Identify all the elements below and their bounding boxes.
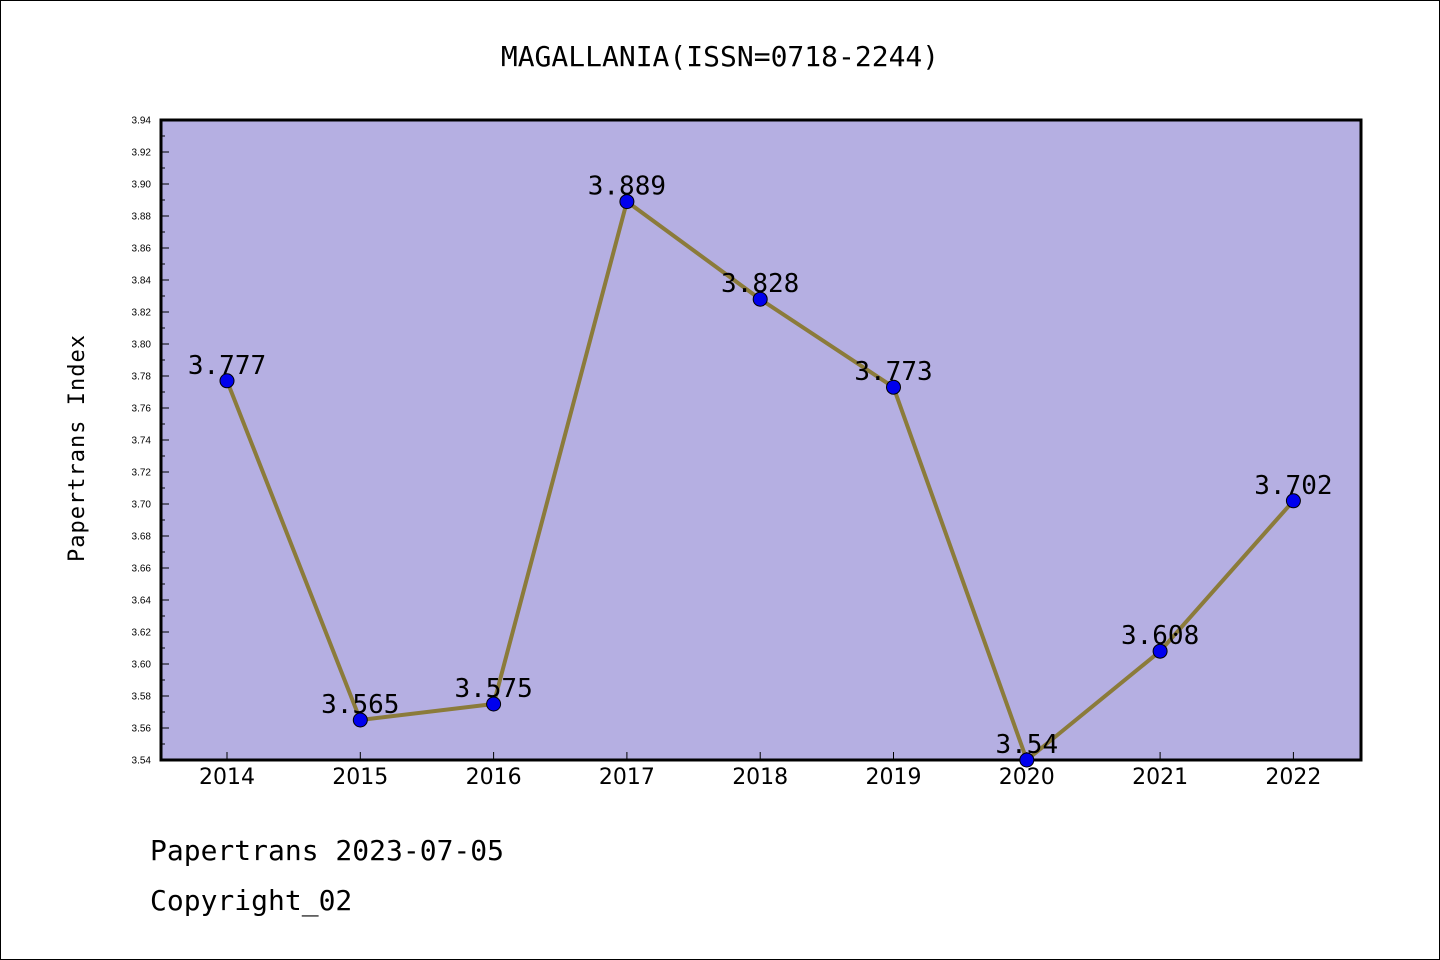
x-tick-label: 2022 [1265,765,1321,790]
y-tick-label: 3.60 [132,660,152,671]
y-tick-label: 3.62 [132,628,152,639]
y-tick-label: 3.72 [132,468,152,479]
series-line-group [219,194,1301,768]
data-label: 3.777 [188,351,266,381]
data-label: 3.608 [1121,621,1199,651]
data-label: 3.565 [321,690,399,720]
data-label: 3.889 [588,172,666,202]
x-tick-label: 2014 [199,765,255,790]
y-tick-label: 3.82 [132,308,152,319]
x-tick-label: 2021 [1132,765,1188,790]
y-tick-label: 3.68 [132,532,152,543]
y-tick-label: 3.70 [132,500,152,511]
footer-copyright: Copyright_02 [150,884,353,917]
y-tick-label: 3.94 [132,116,152,127]
y-tick-label: 3.88 [132,212,152,223]
data-point [219,373,235,389]
x-tick-label: 2019 [866,765,922,790]
data-point [886,379,901,395]
y-tick-label: 3.90 [132,180,152,191]
y-tick-label: 3.76 [132,404,152,415]
y-tick-label: 3.54 [132,756,152,767]
data-label: 3.828 [721,269,799,299]
x-tick-label: 2015 [332,765,388,790]
y-tick-label: 3.66 [132,564,152,575]
y-tick-label: 3.58 [132,692,152,703]
y-tick-label: 3.80 [132,340,152,351]
x-axis: 2014 2015 2016 2017 2018 2019 2020 2021 2022 [199,752,1321,790]
data-point [1019,752,1035,768]
data-point [1152,643,1168,659]
data-point [619,194,635,210]
y-tick-label: 3.74 [132,436,152,447]
y-axis-label: Papertrans Index [65,334,90,562]
x-tick-label: 2017 [599,765,655,790]
y-tick-label: 3.56 [132,724,152,735]
chart-title: MAGALLANIA(ISSN=0718-2244) [501,40,939,73]
y-tick-label: 3.84 [132,276,152,287]
data-point [486,696,502,712]
data-point [752,291,768,307]
y-tick-label: 3.64 [132,596,152,607]
y-tick-label: 3.78 [132,372,152,383]
data-labels: 3.777 3.565 3.575 3.889 3.828 3.773 3.54 3.608 3… [188,172,1333,760]
data-label: 3.773 [854,357,932,387]
y-tick-label: 3.86 [132,244,152,255]
y-tick-label: 3.92 [132,148,152,159]
x-tick-label: 2016 [466,765,522,790]
data-label: 3.54 [995,730,1058,760]
data-point [1285,493,1301,509]
y-axis: 3.54 3.56 3.58 3.60 3.62 3.64 3.66 3.68 3.70 3.72… [132,116,169,767]
data-point [352,712,368,728]
x-tick-label: 2020 [999,765,1055,790]
x-tick-label: 2018 [732,765,788,790]
data-label: 3.575 [454,674,532,704]
plot-area [159,118,1363,762]
footer-date: Papertrans 2023-07-05 [150,834,505,867]
data-label: 3.702 [1254,471,1332,501]
